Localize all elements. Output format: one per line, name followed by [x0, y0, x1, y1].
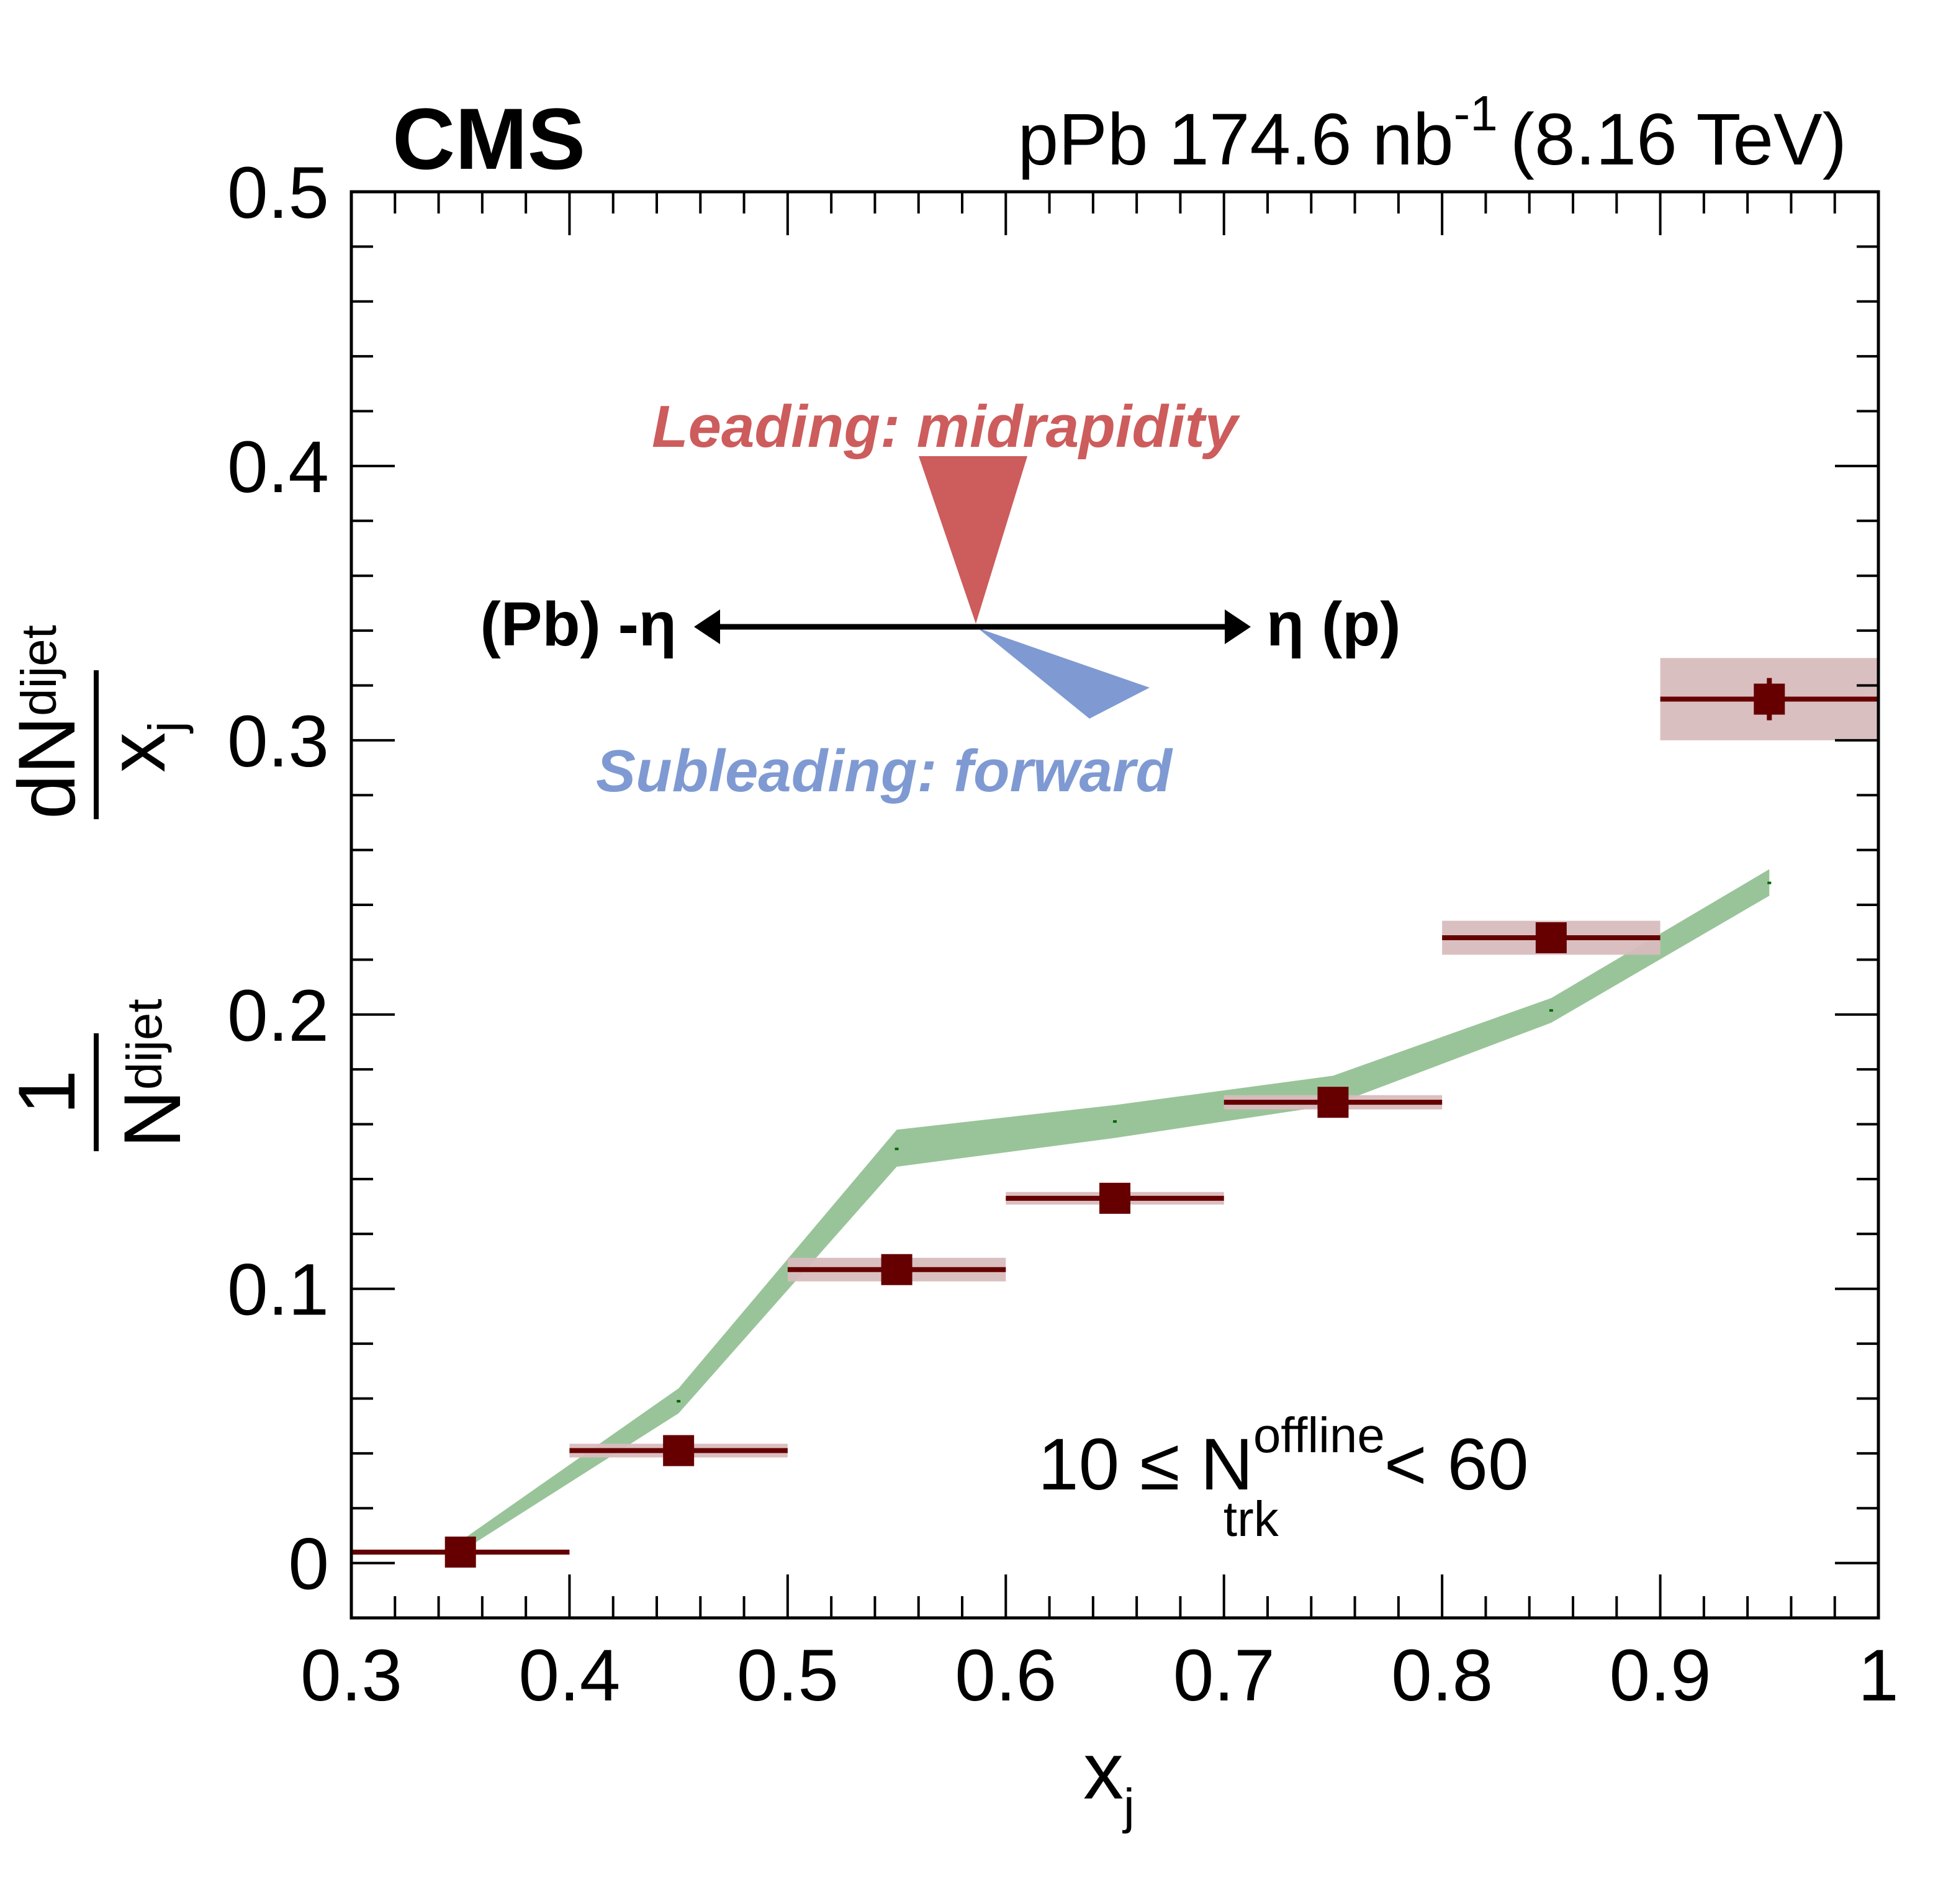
- reference-band-center-point: [1113, 1120, 1117, 1123]
- p-direction-label: η (p): [1266, 590, 1401, 659]
- y-title-x: x: [91, 732, 182, 773]
- reference-band-center-point: [895, 1147, 899, 1151]
- x-tick-label: 0.8: [1391, 1635, 1493, 1717]
- data-marker: [881, 1254, 913, 1285]
- data-marker: [1535, 922, 1567, 954]
- data-marker: [1754, 683, 1785, 715]
- x-tick-label: 1: [1858, 1635, 1899, 1717]
- y-tick-label: 0: [288, 1524, 329, 1605]
- y-tick-label: 0.1: [227, 1249, 329, 1331]
- x-tick-label: 0.7: [1173, 1635, 1275, 1717]
- luminosity-exponent: -1: [1454, 86, 1498, 141]
- x-tick-label: 0.3: [300, 1635, 402, 1717]
- y-axis-title: 1 Ndijet dNdijet xj: [1, 625, 197, 1151]
- kinematics-diagram: Leading: midrapidity (Pb) -η η (p) Suble…: [480, 393, 1400, 804]
- multiplicity-label: 10 ≤ Noffline trk < 60: [1038, 1408, 1529, 1547]
- y-tick-label: 0.2: [227, 975, 329, 1057]
- data-point: [351, 1536, 570, 1568]
- arrow-left-head-icon: [694, 609, 720, 644]
- pb-direction-label: (Pb) -η: [480, 590, 677, 659]
- subleading-label: Subleading: forward: [596, 738, 1173, 804]
- x-tick-label: 0.5: [737, 1635, 839, 1717]
- data-marker: [663, 1435, 695, 1466]
- x-axis-title-sub: j: [1122, 1779, 1135, 1834]
- y-tick-label: 0.3: [227, 701, 329, 783]
- data-point: [569, 1435, 788, 1466]
- y-tick-label: 0.5: [227, 152, 329, 234]
- multiplicity-lower: 10 ≤ N: [1038, 1424, 1253, 1506]
- arrow-right-head-icon: [1225, 609, 1251, 644]
- x-axis-title-main: x: [1083, 1725, 1124, 1816]
- y-title-dn-main: dN: [1, 716, 92, 819]
- y-title-one: 1: [1, 1070, 92, 1115]
- reference-band-center-point: [1549, 1009, 1553, 1012]
- luminosity-prefix: pPb 174.6 nb: [1018, 99, 1454, 181]
- y-title-ndijet: Ndijet: [107, 999, 197, 1148]
- data-point: [1442, 922, 1661, 954]
- luminosity-label: pPb 174.6 nb-1 (8.16 TeV): [1018, 86, 1847, 181]
- data-point: [787, 1254, 1006, 1285]
- data-point: [1224, 1087, 1443, 1118]
- y-title-dn: dNdijet: [1, 625, 92, 819]
- leading-jet-cone: [919, 456, 1027, 624]
- multiplicity-upper: < 60: [1384, 1424, 1529, 1506]
- experiment-label: CMS: [392, 90, 585, 187]
- data-marker: [1317, 1087, 1349, 1118]
- x-axis-title: xj: [1083, 1725, 1135, 1834]
- y-title-n: N: [107, 1090, 197, 1148]
- data-marker: [1099, 1182, 1130, 1214]
- y-title-dn-sub: dijet: [11, 625, 66, 716]
- y-title-j: j: [138, 721, 194, 734]
- multiplicity-subscript: trk: [1224, 1491, 1279, 1547]
- data-points-layer: [351, 678, 1878, 1568]
- reference-band-center-point: [677, 1399, 681, 1403]
- reference-band-center-point: [1767, 881, 1772, 884]
- y-title-n-sub: dijet: [117, 999, 172, 1090]
- y-tick-label: 0.4: [227, 426, 329, 508]
- subleading-jet-cone: [978, 628, 1150, 719]
- x-tick-label: 0.4: [518, 1635, 620, 1717]
- y-title-xj: xj: [91, 721, 194, 773]
- data-point: [1660, 678, 1878, 721]
- multiplicity-superscript: offline: [1253, 1408, 1385, 1463]
- data-marker: [444, 1536, 476, 1568]
- axes: 0.3 0.4 0.5 0.6 0.7 0.8 0.9 1 0 0.1 0.2 0.3 0.4 0.5: [227, 152, 1899, 1717]
- x-tick-label: 0.6: [955, 1635, 1057, 1717]
- data-point: [1006, 1182, 1224, 1214]
- leading-label: Leading: midrapidity: [652, 393, 1241, 460]
- reference-band: [460, 869, 1770, 1552]
- energy-label: (8.16 TeV): [1510, 99, 1847, 181]
- x-tick-label: 0.9: [1610, 1635, 1711, 1717]
